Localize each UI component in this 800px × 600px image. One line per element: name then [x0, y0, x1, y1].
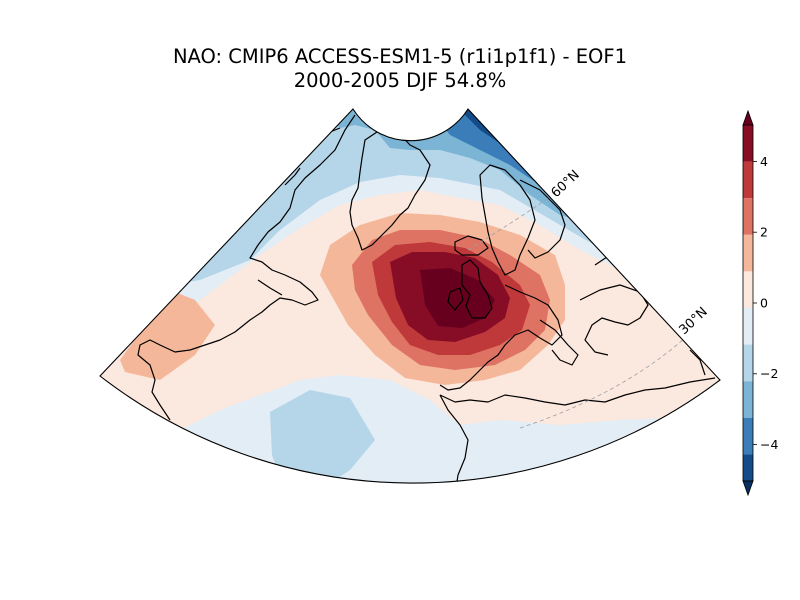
coastline-finland — [519, 179, 566, 259]
coastline-ireland — [447, 287, 464, 311]
coastline-italy — [539, 319, 579, 366]
colorbar-tick-minus2: −2 — [760, 366, 778, 381]
colorbar-band-minus1 — [743, 308, 753, 345]
map-title: NAO: CMIP6 ACCESS-ESM1-5 (r1i1p1f1) - EO… — [172, 45, 628, 68]
contour-level-minus1-south — [460, 415, 720, 484]
gridline-30n — [519, 337, 686, 429]
coastline-west-africa — [439, 394, 469, 484]
coastline-iceland — [454, 235, 489, 256]
colorbar-band-plus1 — [743, 271, 753, 308]
lat-label-30n: 30°N — [676, 305, 710, 338]
coastline-newfoundland — [257, 279, 283, 296]
coastline-norway-sweden — [479, 164, 536, 276]
colorbar-tick-0: 0 — [760, 295, 768, 310]
coastline-levant — [689, 349, 706, 376]
colorbar-band-minus4 — [743, 417, 753, 455]
coastline-west-europe — [439, 284, 563, 391]
contour-level-plus2-west — [120, 290, 215, 380]
colorbar-tick-2: 2 — [760, 225, 768, 240]
coastline-baffin — [284, 167, 301, 186]
colorbar-band-minus3 — [743, 381, 753, 418]
colorbar-band-plus5 — [743, 125, 753, 162]
colorbar-extend-top — [742, 109, 754, 126]
colorbar-band-plus4 — [743, 161, 753, 199]
colorbar-tick-minus4: −4 — [760, 437, 778, 452]
colorbar-band-plus2 — [743, 234, 753, 272]
contour-field — [100, 109, 720, 484]
coastline-north-africa — [439, 377, 716, 406]
colorbar-band-plus3 — [743, 198, 753, 235]
colorbar-band-minus2 — [743, 344, 753, 382]
coastline-north-america — [137, 114, 356, 421]
lat-label-60n: 60°N — [548, 168, 582, 201]
contour-level-minus2-subtropical — [270, 390, 375, 484]
map-frame — [99, 108, 721, 484]
map-subtitle: 2000-2005 DJF 54.8% — [293, 69, 507, 92]
colorbar-tick-4: 4 — [760, 154, 768, 169]
colorbar: 4 2 0 −2 −4 — [742, 109, 778, 497]
colorbar-extend-bottom — [742, 480, 754, 497]
contour-level-above-plus5 — [420, 268, 495, 328]
colorbar-band-minus5 — [743, 454, 753, 481]
coastline-balkans — [579, 284, 649, 356]
coastline-greenland — [349, 129, 431, 251]
coastline-great-britain — [461, 259, 493, 319]
